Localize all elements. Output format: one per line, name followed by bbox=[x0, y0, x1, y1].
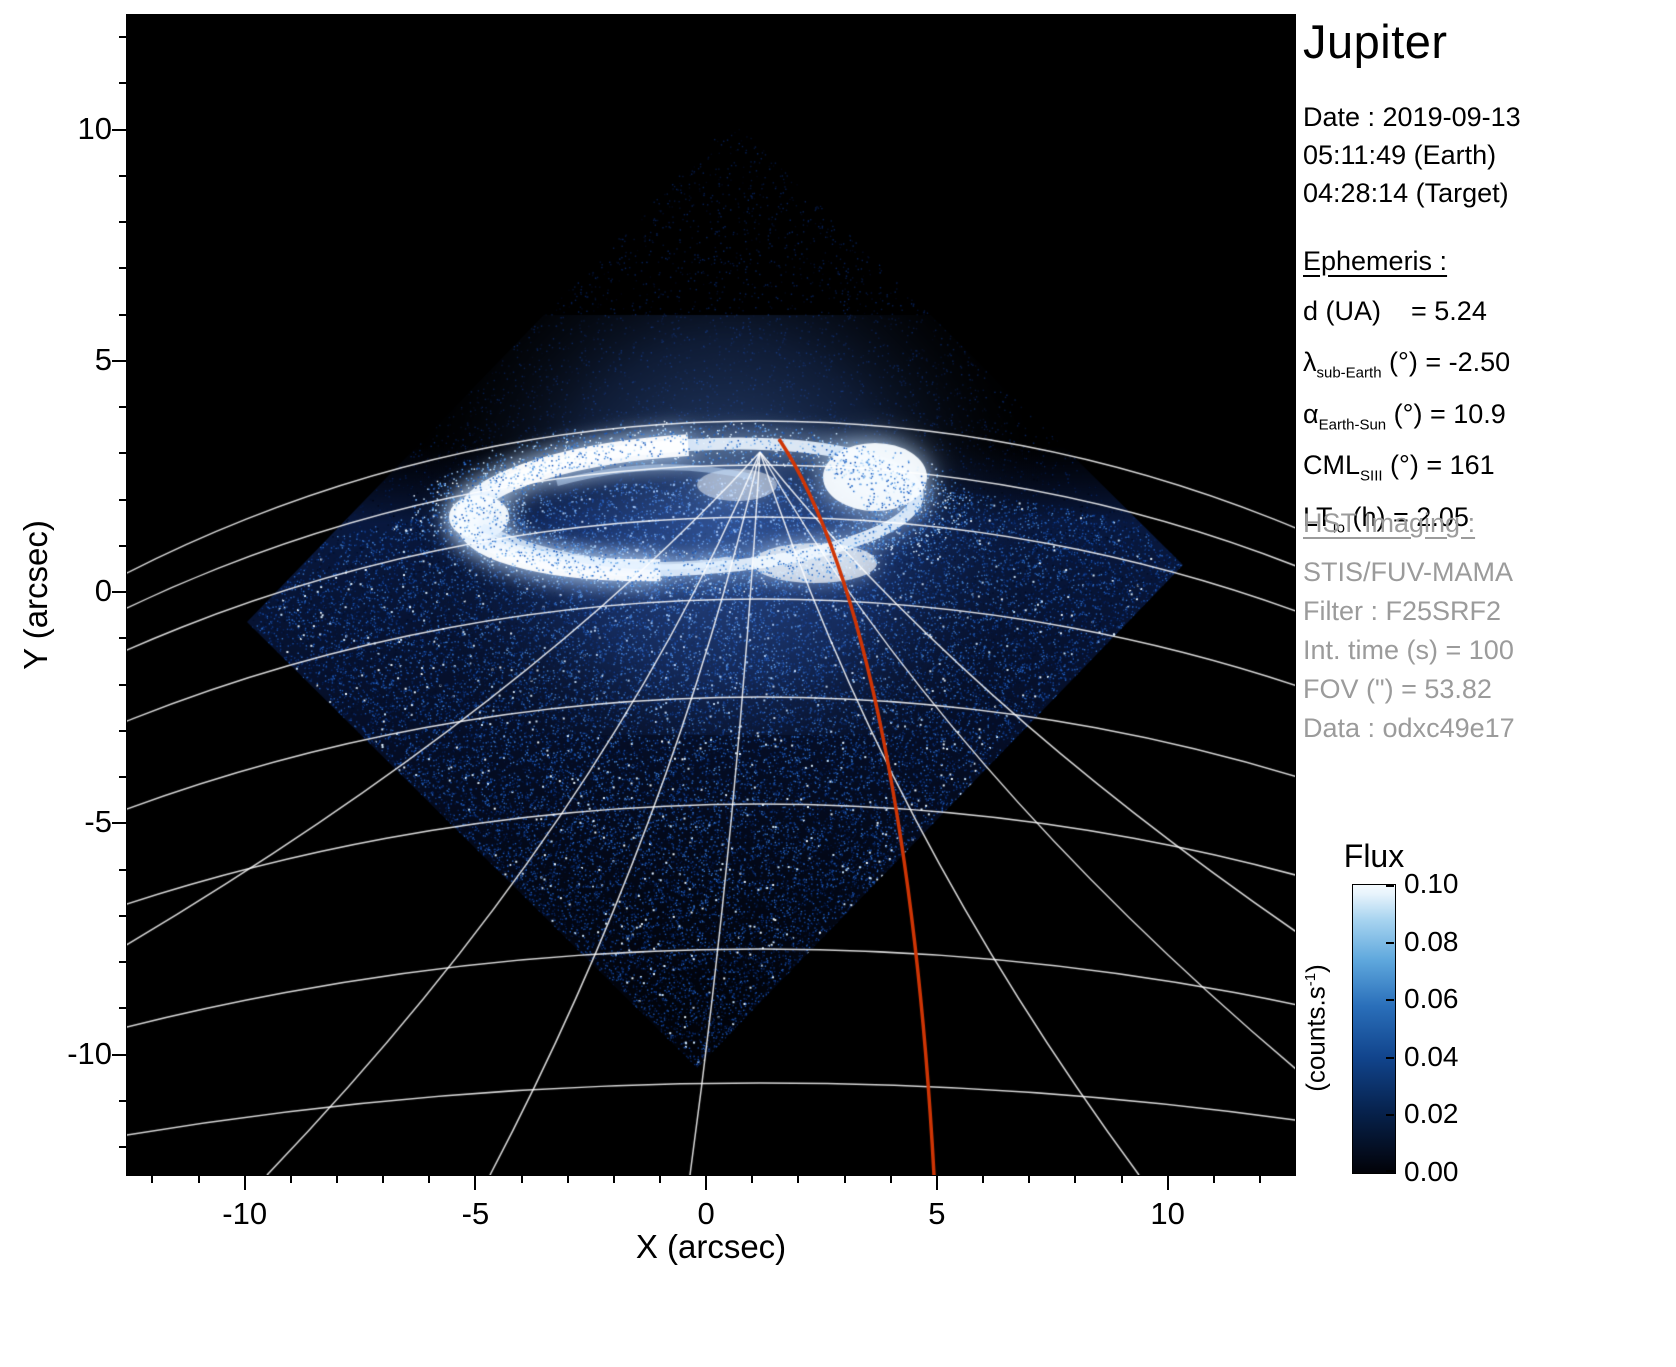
y-tick bbox=[119, 174, 126, 177]
hst-filter-line: Filter : F25SRF2 bbox=[1303, 596, 1502, 626]
ephemeris-header: Ephemeris : bbox=[1303, 246, 1448, 276]
x-tick-label: 5 bbox=[928, 1196, 946, 1231]
y-tick bbox=[119, 498, 126, 501]
y-tick bbox=[119, 36, 126, 39]
x-tick bbox=[1120, 1176, 1123, 1183]
y-tick bbox=[119, 313, 126, 316]
y-tick bbox=[112, 1053, 126, 1056]
y-tick-label: -5 bbox=[84, 804, 112, 840]
x-tick bbox=[335, 1176, 338, 1183]
x-tick bbox=[428, 1176, 431, 1183]
x-tick bbox=[1258, 1176, 1261, 1183]
colorbar-tick-label: 0.00 bbox=[1404, 1156, 1459, 1187]
date-line: Date : 2019-09-13 bbox=[1303, 102, 1521, 132]
x-tick bbox=[474, 1176, 477, 1190]
colorbar-tick-label: 0.04 bbox=[1404, 1040, 1459, 1072]
plot-area bbox=[127, 15, 1295, 1175]
hst-imaging-block: HST Imaging : STIS/FUV-MAMA Filter : F25… bbox=[1303, 508, 1515, 748]
y-tick bbox=[119, 221, 126, 224]
colorbar-tick bbox=[1386, 1170, 1394, 1172]
x-tick bbox=[797, 1176, 800, 1183]
x-tick bbox=[566, 1176, 569, 1183]
y-tick bbox=[119, 683, 126, 686]
x-tick bbox=[659, 1176, 662, 1183]
y-tick bbox=[119, 452, 126, 455]
x-tick bbox=[705, 1176, 708, 1190]
colorbar-tick bbox=[1386, 885, 1394, 887]
y-tick bbox=[112, 359, 126, 362]
x-tick bbox=[1212, 1176, 1215, 1183]
x-tick-label: 0 bbox=[697, 1196, 715, 1231]
x-tick bbox=[889, 1176, 892, 1183]
colorbar-tick bbox=[1386, 1114, 1394, 1117]
colorbar-tick bbox=[1386, 999, 1394, 1002]
hst-data-id-line: Data : odxc49e17 bbox=[1303, 713, 1515, 743]
y-tick bbox=[119, 406, 126, 409]
x-tick bbox=[982, 1176, 985, 1183]
colorbar-tick bbox=[1386, 1056, 1394, 1059]
x-tick bbox=[1074, 1176, 1077, 1183]
y-tick bbox=[119, 1099, 126, 1102]
x-tick-label: 10 bbox=[1150, 1196, 1185, 1231]
y-tick-label: 10 bbox=[77, 110, 112, 146]
hst-fov-line: FOV (") = 53.82 bbox=[1303, 674, 1492, 704]
y-tick bbox=[119, 776, 126, 779]
y-tick bbox=[119, 544, 126, 547]
date-block: Date : 2019-09-13 05:11:49 (Earth) 04:28… bbox=[1303, 98, 1521, 212]
y-tick bbox=[112, 822, 126, 825]
hst-imaging-header: HST Imaging : bbox=[1303, 508, 1476, 538]
page-title: Jupiter bbox=[1303, 15, 1448, 68]
colorbar-tick-label: 0.08 bbox=[1404, 925, 1459, 957]
y-tick bbox=[112, 128, 126, 131]
x-axis-label: X (arcsec) bbox=[635, 1228, 787, 1265]
x-tick bbox=[197, 1176, 200, 1183]
x-tick bbox=[1166, 1176, 1169, 1190]
x-tick bbox=[843, 1176, 846, 1183]
y-tick bbox=[119, 1146, 126, 1149]
x-tick bbox=[751, 1176, 754, 1183]
x-tick bbox=[151, 1176, 154, 1183]
colorbar-tick-label: 0.10 bbox=[1404, 868, 1459, 899]
colorbar-title: Flux bbox=[1343, 838, 1405, 874]
y-tick bbox=[119, 729, 126, 732]
x-tick bbox=[289, 1176, 292, 1183]
y-tick-label: 0 bbox=[94, 573, 112, 609]
y-tick bbox=[112, 591, 126, 594]
y-tick-label: -10 bbox=[67, 1035, 112, 1071]
y-tick bbox=[119, 1007, 126, 1010]
colorbar-tick-label: 0.02 bbox=[1404, 1098, 1459, 1130]
earth-time-line: 05:11:49 (Earth) bbox=[1303, 140, 1497, 170]
y-tick bbox=[119, 914, 126, 917]
y-tick bbox=[119, 82, 126, 85]
target-time-line: 04:28:14 (Target) bbox=[1303, 178, 1509, 208]
x-tick-label: -10 bbox=[222, 1196, 268, 1231]
x-tick bbox=[935, 1176, 938, 1190]
y-tick bbox=[119, 267, 126, 270]
colorbar-tick-label: 0.06 bbox=[1404, 983, 1459, 1015]
jupiter-fuv-image bbox=[127, 15, 1295, 1175]
x-tick bbox=[243, 1176, 246, 1190]
ephemeris-row-cml: CMLSIII (°) = 161 bbox=[1303, 450, 1495, 485]
y-tick-label: 5 bbox=[94, 341, 112, 377]
x-tick bbox=[1028, 1176, 1031, 1183]
y-tick bbox=[119, 868, 126, 871]
ephemeris-block: Ephemeris : d (UA) = 5.24 λsub-Earth (°)… bbox=[1303, 246, 1510, 548]
ephemeris-row-distance: d (UA) = 5.24 bbox=[1303, 296, 1487, 326]
ephemeris-row-io-lt: LTIo (h) = 2.05 bbox=[1303, 501, 1469, 536]
y-tick bbox=[119, 637, 126, 640]
colorbar-unit-label: (counts.s-1) bbox=[1300, 964, 1331, 1092]
x-tick-label: -5 bbox=[461, 1196, 490, 1231]
x-tick bbox=[382, 1176, 385, 1183]
x-tick bbox=[520, 1176, 523, 1183]
hst-int-time-line: Int. time (s) = 100 bbox=[1303, 635, 1514, 665]
flux-colorbar bbox=[1352, 884, 1396, 1174]
ephemeris-row-phase-angle: αEarth-Sun (°) = 10.9 bbox=[1303, 398, 1506, 434]
colorbar-tick bbox=[1386, 941, 1394, 944]
y-tick bbox=[119, 961, 126, 964]
hst-instrument-line: STIS/FUV-MAMA bbox=[1303, 557, 1514, 587]
ephemeris-row-subearth-lat: λsub-Earth (°) = -2.50 bbox=[1303, 347, 1511, 382]
x-tick bbox=[612, 1176, 615, 1183]
info-panel: Jupiter Date : 2019-09-13 05:11:49 (Eart… bbox=[1303, 14, 1673, 743]
